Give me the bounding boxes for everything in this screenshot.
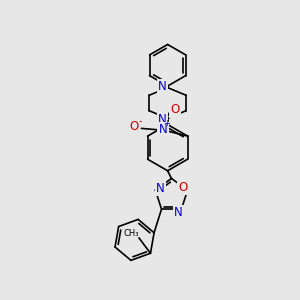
Text: -: - [138, 116, 142, 126]
Text: N: N [156, 182, 165, 195]
Text: N: N [158, 80, 167, 93]
Text: N: N [158, 113, 167, 126]
Text: N: N [159, 123, 167, 136]
Text: O: O [178, 181, 188, 194]
Text: O: O [171, 103, 180, 116]
Text: N: N [174, 206, 183, 219]
Text: O: O [129, 120, 138, 134]
Text: +: + [164, 119, 170, 128]
Text: CH₃: CH₃ [124, 229, 139, 238]
